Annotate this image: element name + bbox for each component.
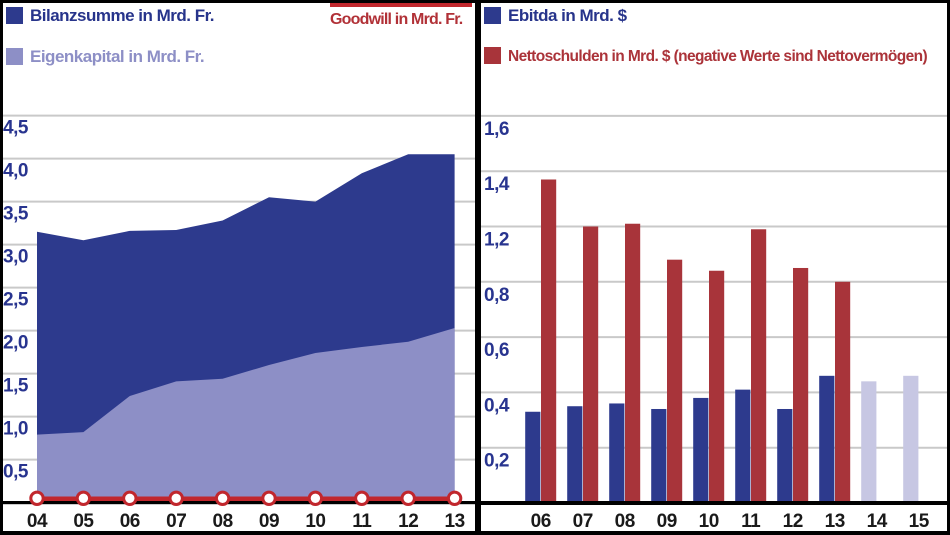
goodwill-marker	[29, 490, 45, 506]
legend-swatch-bilanzsumme	[6, 7, 23, 24]
y-tick-label: 0,6	[484, 340, 509, 361]
legend-swatch-nettoschulden	[484, 47, 501, 64]
x-axis-baseline	[0, 501, 475, 505]
y-tick-label: 4,5	[3, 118, 29, 139]
x-tick-label: 12	[783, 511, 803, 531]
legend-label-bilanzsumme: Bilanzsumme in Mrd. Fr.	[30, 6, 215, 25]
legend-item-nettoschulden: Nettoschulden in Mrd. $ (negative Werte …	[484, 47, 928, 66]
x-tick-label: 14	[867, 511, 888, 531]
x-tick-label: 13	[445, 511, 465, 531]
goodwill-marker	[354, 490, 370, 506]
x-tick-label: 09	[259, 511, 279, 531]
y-tick-label: 1,6	[484, 119, 509, 140]
x-tick-label: 13	[825, 511, 845, 531]
x-tick-label: 06	[531, 511, 551, 531]
y-tick-label: 3,5	[3, 204, 29, 225]
balance-area-chart: 0,5 1,0 1,5 2,0 2,5 3,0 3,5 4,0 4,5 04 05 06 07 08 09 1…	[0, 114, 475, 531]
legend-label-nettoschulden: Nettoschulden in Mrd. $ (negative Werte …	[508, 48, 928, 65]
x-tick-label: 08	[213, 511, 233, 531]
goodwill-marker	[122, 490, 138, 506]
area-eigenkapital	[37, 328, 455, 503]
bar-ebitda	[609, 403, 625, 503]
legend-item-goodwill: Goodwill in Mrd. Fr.	[330, 11, 463, 29]
goodwill-marker	[261, 490, 277, 506]
bar-ebitda	[693, 397, 709, 503]
y-tick-label: 1,4	[484, 174, 510, 195]
x-tick-label: 06	[120, 511, 140, 531]
x-tick-label: 12	[398, 511, 418, 531]
x-tick-label: 10	[699, 511, 719, 531]
x-tick-label: 10	[305, 511, 325, 531]
y-tick-label: 3,0	[3, 247, 28, 268]
legend-item-ebitda: Ebitda in Mrd. $	[484, 6, 627, 26]
bar-nettoschulden	[835, 281, 851, 503]
bar-ebitda	[735, 389, 751, 503]
x-axis-baseline	[475, 501, 950, 505]
y-tick-label: 1,5	[3, 376, 29, 397]
legend-label-eigenkapital: Eigenkapital in Mrd. Fr.	[30, 47, 205, 66]
bar-nettoschulden	[751, 229, 767, 503]
x-tick-label: 05	[73, 511, 94, 531]
legend-item-eigenkapital: Eigenkapital in Mrd. Fr.	[6, 47, 205, 67]
x-tick-label: 07	[166, 511, 186, 531]
y-tick-label: 4,0	[3, 161, 28, 182]
x-tick-label: 04	[27, 511, 48, 531]
legend-swatch-eigenkapital	[6, 48, 23, 65]
y-tick-label: 0,5	[3, 462, 29, 483]
goodwill-marker	[307, 490, 324, 506]
y-tick-label: 2,0	[3, 333, 28, 354]
goodwill-marker	[214, 490, 231, 506]
bar-ebitda	[651, 408, 667, 503]
legend-label-ebitda: Ebitda in Mrd. $	[508, 6, 627, 25]
x-tick-label: 09	[657, 511, 677, 531]
y-tick-label: 0,8	[484, 285, 509, 306]
y-tick-label: 0,2	[484, 451, 509, 472]
ebitda-bar-chart: 0,2 0,4 0,6 0,8 1,2 1,4 1,6 06 07 08 09 10 11 12 13 14 1…	[475, 114, 950, 531]
bar-ebitda	[525, 411, 541, 503]
goodwill-marker	[75, 490, 92, 506]
bar-light-forecast	[903, 375, 919, 503]
bar-nettoschulden	[667, 259, 683, 503]
legend-swatch-goodwill-line	[330, 2, 472, 7]
bar-light-forecast	[861, 381, 877, 503]
x-tick-label: 07	[573, 511, 593, 531]
legend-label-goodwill: Goodwill in Mrd. Fr.	[330, 11, 463, 28]
x-tick-label: 11	[352, 511, 372, 531]
bar-nettoschulden	[709, 270, 725, 503]
bar-nettoschulden	[583, 226, 599, 503]
frame-left	[0, 0, 3, 535]
y-tick-label: 1,0	[3, 419, 28, 440]
bar-nettoschulden	[541, 179, 557, 503]
bar-ebitda	[819, 375, 835, 503]
x-tick-label: 15	[909, 511, 930, 531]
panel-divider-and-y-axis	[475, 0, 481, 535]
goodwill-marker	[446, 490, 463, 506]
bar-nettoschulden	[625, 223, 641, 504]
bar-nettoschulden	[793, 267, 809, 503]
x-tick-label: 08	[615, 511, 635, 531]
y-tick-label: 0,4	[484, 395, 510, 416]
bar-ebitda	[777, 408, 793, 503]
goodwill-marker	[168, 490, 184, 506]
frame-right	[947, 0, 950, 535]
x-tick-label: 11	[741, 511, 761, 531]
goodwill-marker	[400, 490, 416, 506]
legend-swatch-ebitda	[484, 7, 501, 24]
bar-ebitda	[567, 406, 583, 503]
legend-item-bilanzsumme: Bilanzsumme in Mrd. Fr.	[6, 6, 215, 26]
y-tick-label: 1,2	[484, 230, 509, 251]
y-tick-label: 2,5	[3, 290, 29, 311]
